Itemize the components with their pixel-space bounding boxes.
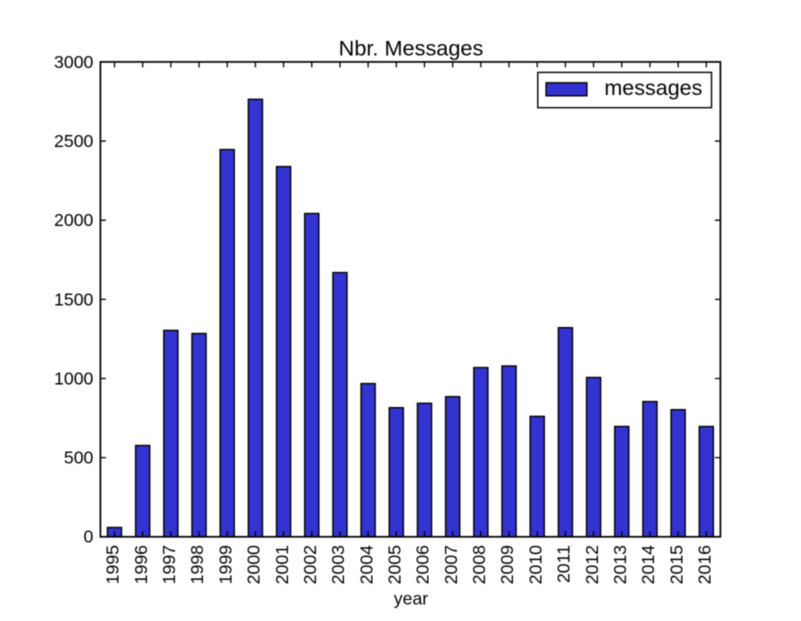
svg-text:3000: 3000 bbox=[54, 52, 94, 72]
svg-text:1996: 1996 bbox=[131, 545, 151, 585]
svg-text:500: 500 bbox=[64, 448, 94, 468]
svg-text:2014: 2014 bbox=[638, 545, 658, 585]
svg-text:2007: 2007 bbox=[441, 545, 461, 584]
svg-text:2012: 2012 bbox=[582, 545, 602, 584]
svg-text:2010: 2010 bbox=[525, 545, 545, 585]
svg-text:1998: 1998 bbox=[187, 545, 207, 585]
svg-text:messages: messages bbox=[604, 76, 702, 100]
svg-text:1000: 1000 bbox=[54, 368, 94, 388]
svg-text:2011: 2011 bbox=[554, 545, 574, 583]
svg-text:1997: 1997 bbox=[159, 545, 179, 584]
svg-text:2001: 2001 bbox=[272, 545, 292, 584]
svg-text:2004: 2004 bbox=[356, 545, 376, 585]
svg-text:1995: 1995 bbox=[103, 545, 123, 585]
svg-text:2002: 2002 bbox=[300, 545, 320, 584]
svg-text:2000: 2000 bbox=[54, 210, 94, 230]
svg-text:0: 0 bbox=[84, 527, 94, 547]
svg-text:2003: 2003 bbox=[328, 545, 348, 585]
svg-text:2015: 2015 bbox=[666, 545, 686, 585]
svg-text:2009: 2009 bbox=[497, 545, 517, 584]
svg-text:1500: 1500 bbox=[54, 289, 94, 309]
svg-text:2005: 2005 bbox=[385, 545, 405, 585]
svg-text:2008: 2008 bbox=[469, 545, 489, 585]
svg-text:year: year bbox=[394, 589, 429, 609]
svg-text:2000: 2000 bbox=[244, 545, 264, 585]
svg-text:2016: 2016 bbox=[695, 545, 715, 585]
svg-text:Nbr. Messages: Nbr. Messages bbox=[339, 36, 484, 61]
svg-text:1999: 1999 bbox=[215, 545, 235, 584]
svg-text:2013: 2013 bbox=[610, 545, 630, 585]
svg-text:2500: 2500 bbox=[54, 131, 94, 151]
svg-text:2006: 2006 bbox=[413, 545, 433, 585]
